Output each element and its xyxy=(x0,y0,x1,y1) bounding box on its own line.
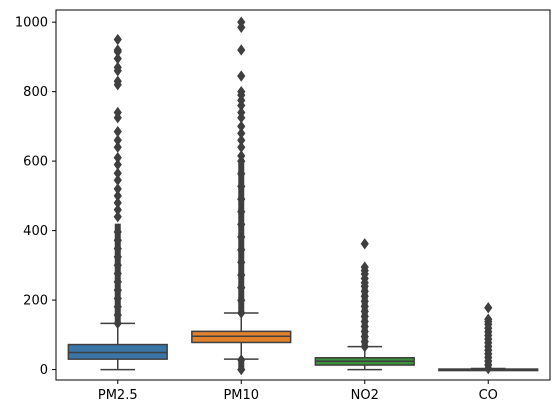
outlier-marker xyxy=(237,70,246,82)
x-tick-label: NO2 xyxy=(351,388,379,403)
outlier-marker xyxy=(237,193,246,205)
plot-area xyxy=(67,16,539,376)
box-group-3 xyxy=(438,302,539,375)
outlier-marker xyxy=(113,33,122,46)
outlier-marker xyxy=(237,256,246,269)
outlier-marker xyxy=(113,292,122,305)
outlier-marker xyxy=(113,174,122,186)
outlier-marker xyxy=(237,85,246,98)
outlier-marker xyxy=(113,183,122,195)
outlier-marker xyxy=(237,244,246,256)
x-axis: PM2.5 PM10 NO2 CO xyxy=(98,380,498,403)
outlier-marker xyxy=(237,231,246,243)
outlier-marker xyxy=(237,168,246,180)
outlier-marker xyxy=(113,267,122,280)
y-tick-label: 0 xyxy=(40,363,48,378)
y-tick-label: 200 xyxy=(23,294,48,309)
y-axis: 0 200 400 600 800 1000 xyxy=(15,16,56,378)
outlier-marker xyxy=(237,127,246,140)
box-group-2 xyxy=(314,238,415,371)
x-tick-label: CO xyxy=(479,388,498,403)
y-tick-label: 600 xyxy=(23,155,48,170)
outlier-marker xyxy=(237,218,246,231)
outlier-marker xyxy=(360,238,369,250)
outlier-marker xyxy=(113,190,122,202)
outlier-marker xyxy=(237,206,246,218)
outlier-marker xyxy=(237,354,246,366)
outlier-marker xyxy=(113,151,122,164)
outlier-marker xyxy=(237,180,246,193)
outlier-marker xyxy=(113,234,122,246)
outlier-marker xyxy=(237,141,246,153)
outlier-marker xyxy=(237,269,246,281)
outlier-marker xyxy=(113,197,122,209)
outlier-marker xyxy=(113,301,122,313)
outlier-marker xyxy=(484,313,493,325)
y-tick-label: 1000 xyxy=(15,16,48,31)
outlier-marker xyxy=(113,284,122,296)
outlier-marker xyxy=(113,317,122,330)
box-group-0 xyxy=(67,33,168,371)
outlier-marker xyxy=(237,307,246,319)
outlier-marker xyxy=(237,294,246,306)
outlier-marker xyxy=(113,204,122,216)
outlier-marker xyxy=(113,242,122,255)
axes-frame xyxy=(55,9,551,381)
outlier-marker xyxy=(113,52,122,65)
outlier-marker xyxy=(113,259,122,271)
outlier-marker xyxy=(113,125,122,138)
y-tick-label: 400 xyxy=(23,224,48,239)
outlier-marker xyxy=(484,302,493,314)
outlier-marker xyxy=(113,167,122,179)
outlier-marker xyxy=(360,261,369,273)
outlier-marker xyxy=(237,106,246,119)
x-tick-label: PM2.5 xyxy=(98,388,138,403)
outlier-marker xyxy=(113,226,122,238)
outlier-marker xyxy=(113,106,122,119)
outlier-marker xyxy=(113,61,122,74)
outlier-marker xyxy=(113,276,122,288)
outlier-marker xyxy=(237,150,246,162)
outlier-marker xyxy=(237,281,246,294)
box-group-1 xyxy=(191,16,292,376)
outlier-marker xyxy=(113,134,122,146)
outlier-marker xyxy=(113,211,122,223)
outlier-marker xyxy=(113,75,122,87)
outlier-marker xyxy=(237,120,246,133)
outlier-marker xyxy=(237,16,246,28)
outlier-marker xyxy=(237,134,246,146)
x-tick-label: PM10 xyxy=(223,388,259,403)
outlier-marker xyxy=(237,363,246,376)
outlier-marker xyxy=(113,44,122,56)
outlier-marker xyxy=(113,251,122,263)
outlier-marker xyxy=(237,44,246,56)
y-tick-label: 800 xyxy=(23,85,48,100)
outlier-marker xyxy=(113,141,122,153)
outlier-marker xyxy=(113,309,122,321)
outlier-marker xyxy=(113,158,122,171)
